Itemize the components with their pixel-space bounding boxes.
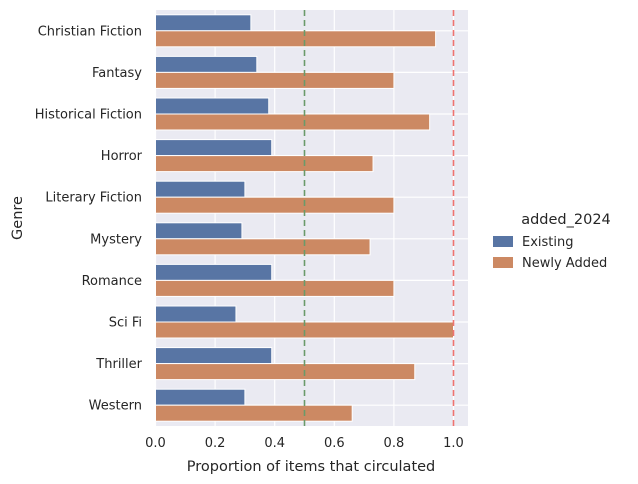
legend-label-newly-added: Newly Added (522, 256, 607, 271)
bar-newly-added-western (155, 404, 353, 422)
y-tick-label-romance: Romance (82, 274, 142, 289)
y-axis-label: Genre (10, 196, 26, 240)
legend-label-existing: Existing (522, 235, 574, 250)
bar-newly-added-horror (155, 155, 374, 173)
y-tick-label-mystery: Mystery (90, 232, 142, 247)
x-tick-label: 0.8 (384, 436, 405, 451)
bar-newly-added-fantasy (155, 71, 395, 89)
bar-newly-added-romance (155, 279, 395, 297)
y-tick-label-christian-fiction: Christian Fiction (38, 24, 142, 39)
y-tick-label-fantasy: Fantasy (92, 66, 142, 81)
x-tick-label: 0.0 (145, 436, 166, 451)
bar-existing-western (155, 388, 246, 406)
bar-newly-added-thriller (155, 363, 416, 381)
legend-swatch-newly-added (493, 257, 513, 268)
bar-existing-sci-fi (155, 305, 237, 323)
y-tick-labels: Christian Fiction Fantasy Historical Ficti… (35, 24, 143, 413)
bars (155, 14, 454, 422)
x-axis-label: Proportion of items that circulated (187, 459, 436, 475)
legend-title: added_2024 (521, 212, 611, 228)
y-tick-label-thriller: Thriller (95, 357, 142, 372)
bar-existing-horror (155, 139, 273, 157)
bar-newly-added-christian-fiction (155, 30, 437, 48)
x-tick-label: 0.4 (264, 436, 285, 451)
legend-swatch-existing (493, 236, 513, 247)
y-tick-label-western: Western (89, 399, 142, 414)
bar-existing-mystery (155, 222, 243, 240)
legend: added_2024 Existing Newly Added (493, 212, 611, 271)
bar-newly-added-mystery (155, 238, 371, 256)
bar-newly-added-literary-fiction (155, 196, 395, 214)
bar-existing-christian-fiction (155, 14, 252, 32)
bar-existing-literary-fiction (155, 180, 246, 198)
y-tick-label-literary-fiction: Literary Fiction (45, 191, 142, 206)
bar-existing-fantasy (155, 55, 258, 73)
bar-existing-historical-fiction (155, 97, 270, 115)
x-tick-label: 1.0 (443, 436, 464, 451)
bar-newly-added-historical-fiction (155, 113, 431, 131)
y-tick-label-historical-fiction: Historical Fiction (35, 108, 142, 123)
y-tick-label-horror: Horror (101, 149, 143, 164)
x-tick-label: 0.6 (324, 436, 345, 451)
y-tick-label-sci-fi: Sci Fi (109, 316, 142, 331)
x-tick-label: 0.2 (205, 436, 226, 451)
bar-existing-romance (155, 263, 273, 281)
bar-existing-thriller (155, 347, 273, 365)
x-tick-labels: 0.0 0.2 0.4 0.6 0.8 1.0 (145, 436, 464, 451)
